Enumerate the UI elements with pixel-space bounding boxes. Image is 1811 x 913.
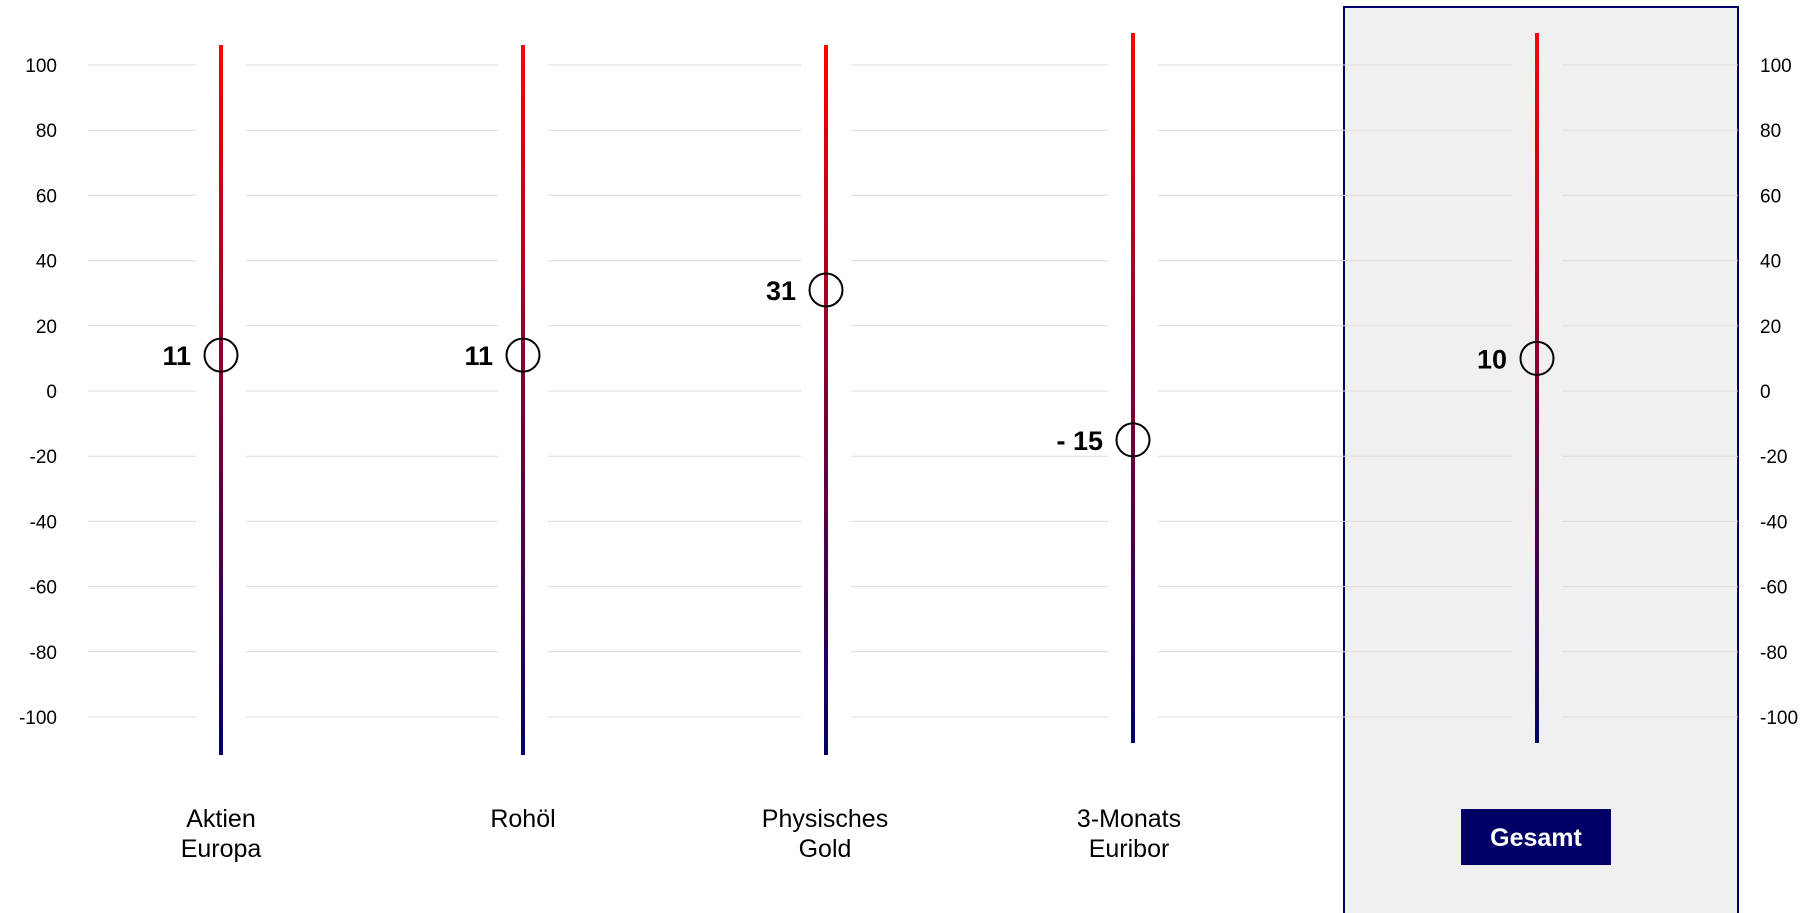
value-label: 10 bbox=[1477, 344, 1507, 374]
y-tick-label: 40 bbox=[36, 252, 57, 273]
value-marker bbox=[505, 337, 541, 373]
y-tick-label: -80 bbox=[1760, 643, 1787, 664]
y-tick-label: -100 bbox=[19, 708, 57, 729]
gauge-line bbox=[824, 45, 828, 755]
value-label: 31 bbox=[766, 276, 796, 306]
value-marker bbox=[203, 337, 239, 373]
y-tick-label: 60 bbox=[36, 186, 57, 207]
y-tick-label: 100 bbox=[25, 56, 57, 77]
value-label: - 15 bbox=[1056, 426, 1103, 456]
value-label: 11 bbox=[464, 341, 493, 371]
y-tick-label: -60 bbox=[1760, 578, 1787, 599]
y-tick-label: 0 bbox=[46, 382, 57, 403]
category-label: Physisches bbox=[762, 805, 888, 833]
right-y-axis: 100 80 60 40 20 0 -20 -40 -60 -80 -100 bbox=[1760, 56, 1798, 729]
gauge-line bbox=[521, 45, 525, 755]
y-tick-label: -20 bbox=[30, 447, 57, 468]
left-y-axis: 100 80 60 40 20 0 -20 -40 -60 -80 -100 bbox=[19, 56, 57, 729]
y-tick-label: -100 bbox=[1760, 708, 1798, 729]
y-tick-label: -40 bbox=[30, 512, 57, 533]
category-label: Gold bbox=[799, 835, 852, 863]
y-tick-label: -40 bbox=[1760, 512, 1787, 533]
y-tick-label: -20 bbox=[1760, 447, 1787, 468]
category-label: Euribor bbox=[1089, 835, 1170, 863]
y-tick-label: 0 bbox=[1760, 382, 1771, 403]
y-tick-label: 20 bbox=[36, 317, 57, 338]
y-tick-label: 20 bbox=[1760, 317, 1781, 338]
y-tick-label: 100 bbox=[1760, 56, 1792, 77]
category-label: Gesamt bbox=[1490, 824, 1582, 852]
value-marker bbox=[1519, 340, 1555, 376]
y-tick-label: 80 bbox=[36, 121, 57, 142]
gauge-line bbox=[219, 45, 223, 755]
gauge-line bbox=[1535, 33, 1539, 743]
value-marker bbox=[808, 272, 844, 308]
category-label: 3-Monats bbox=[1077, 805, 1181, 833]
y-tick-label: 80 bbox=[1760, 121, 1781, 142]
value-marker bbox=[1115, 422, 1151, 458]
total-panel bbox=[1343, 6, 1739, 913]
y-tick-label: -80 bbox=[30, 643, 57, 664]
y-tick-label: -60 bbox=[30, 578, 57, 599]
category-label: Aktien bbox=[186, 805, 255, 833]
category-label: Rohöl bbox=[490, 805, 555, 833]
category-label: Europa bbox=[181, 835, 262, 863]
y-tick-label: 60 bbox=[1760, 186, 1781, 207]
gauge-line bbox=[1131, 33, 1135, 743]
value-label: 11 bbox=[162, 341, 191, 371]
total-label-box bbox=[1461, 809, 1611, 865]
grid bbox=[88, 64, 1738, 718]
y-tick-label: 40 bbox=[1760, 252, 1781, 273]
